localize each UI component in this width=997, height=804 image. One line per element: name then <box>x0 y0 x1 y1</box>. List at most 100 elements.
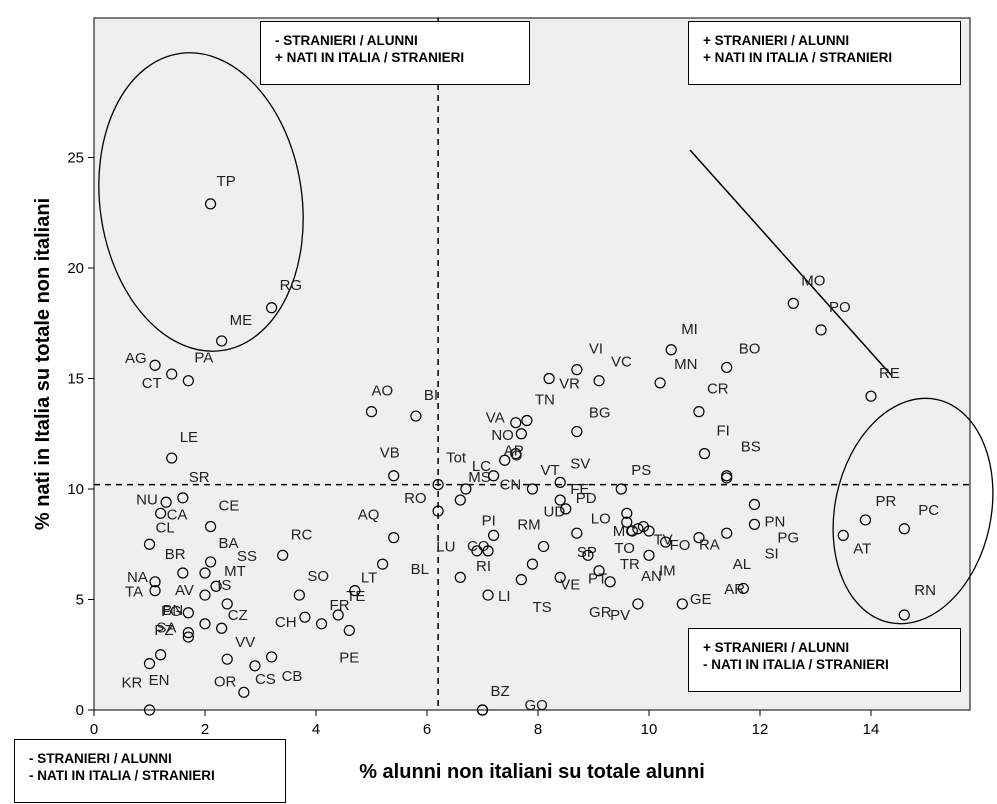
point-label: FG <box>161 603 182 620</box>
point-label: SR <box>189 469 210 486</box>
x-tick-label: 4 <box>312 721 320 738</box>
point-label: BO <box>739 340 761 357</box>
point-label: VT <box>540 462 559 479</box>
point-label: TA <box>125 584 143 601</box>
point-label: AQ <box>358 507 380 524</box>
point-label: BZ <box>491 683 510 700</box>
point-label: PS <box>631 462 651 479</box>
point-label: LO <box>591 510 611 527</box>
point-label: RG <box>280 277 303 294</box>
point-label: LU <box>436 538 455 555</box>
x-tick-label: 8 <box>534 721 542 738</box>
y-tick-label: 10 <box>67 481 84 498</box>
point-label: SO <box>307 568 329 585</box>
x-tick-label: 2 <box>201 721 209 738</box>
point-label: PR <box>875 493 896 510</box>
point-label: PZ <box>154 622 173 639</box>
point-label: PI <box>482 512 496 529</box>
point-label: AV <box>175 582 194 599</box>
point-label: AT <box>853 540 871 557</box>
point-label: RI <box>476 558 491 575</box>
y-tick-label: 20 <box>67 260 84 277</box>
point-label: VV <box>235 634 255 651</box>
point-label: PV <box>610 607 630 624</box>
point-label: PE <box>339 649 359 666</box>
point-label: LI <box>498 588 511 605</box>
point-label: PC <box>918 502 939 519</box>
point-label: MN <box>674 356 697 373</box>
point-label: PO <box>829 299 851 316</box>
point-label: NO <box>491 427 513 444</box>
box-line-1: - STRANIERI / ALUNNI <box>275 32 519 49</box>
point-label: VI <box>589 341 603 358</box>
point-label: Tot <box>446 450 467 467</box>
box-line-2: + NATI IN ITALIA / STRANIERI <box>275 49 519 66</box>
x-tick-label: 14 <box>863 721 880 738</box>
point-label: KR <box>122 675 143 692</box>
y-tick-label: 0 <box>76 702 84 719</box>
point-label: GO <box>525 697 548 714</box>
point-label: BG <box>589 405 611 422</box>
point-label: BA <box>219 535 239 552</box>
point-label: BS <box>741 439 761 456</box>
point-label: RO <box>404 490 427 507</box>
point-label: CB <box>282 668 303 685</box>
point-label: VA <box>486 410 505 427</box>
point-label: FO <box>670 537 691 554</box>
point-label: VR <box>559 376 580 393</box>
box-line-1: - STRANIERI / ALUNNI <box>29 750 275 767</box>
quadrant-box-top-right: + STRANIERI / ALUNNI + NATI IN ITALIA / … <box>688 21 961 85</box>
point-label: SV <box>570 455 590 472</box>
point-label: AL <box>733 556 751 573</box>
y-tick-label: 25 <box>67 150 84 167</box>
point-label: TP <box>217 173 236 190</box>
box-line-1: + STRANIERI / ALUNNI <box>703 639 950 656</box>
point-label: CS <box>255 671 276 688</box>
point-label: IM <box>659 562 676 579</box>
x-axis-label: % alunni non italiani su totale alunni <box>359 761 705 783</box>
point-label: AG <box>125 350 147 367</box>
point-label: MI <box>681 321 698 338</box>
point-label: LE <box>180 429 198 446</box>
point-label: LC <box>472 458 491 475</box>
point-label: TO <box>614 540 635 557</box>
point-label: GE <box>690 591 712 608</box>
quadrant-box-bottom-left: - STRANIERI / ALUNNI - NATI IN ITALIA / … <box>14 739 286 803</box>
point-label: NU <box>136 491 158 508</box>
quadrant-box-bottom-right: + STRANIERI / ALUNNI - NATI IN ITALIA / … <box>688 628 961 692</box>
point-label: VC <box>611 354 632 371</box>
point-label: PG <box>777 529 799 546</box>
point-label: CH <box>275 614 297 631</box>
point-label: RC <box>291 526 313 543</box>
point-label: BL <box>411 561 429 578</box>
quadrant-box-top-left: - STRANIERI / ALUNNI + NATI IN ITALIA / … <box>260 21 530 85</box>
x-tick-label: 0 <box>90 721 98 738</box>
point-label: EN <box>149 672 170 689</box>
point-label: PD <box>576 490 597 507</box>
point-label: TS <box>532 599 551 616</box>
point-label: MO <box>801 272 825 289</box>
point-label: SI <box>764 545 778 562</box>
x-tick-label: 6 <box>423 721 431 738</box>
point-label: BR <box>165 546 186 563</box>
point-label: CN <box>500 477 522 494</box>
point-label: OR <box>214 673 237 690</box>
point-label: VB <box>380 445 400 462</box>
point-label: RE <box>879 365 900 382</box>
box-line-2: - NATI IN ITALIA / STRANIERI <box>29 767 275 784</box>
y-axis-label: % nati in Italia su totale non italiani <box>32 198 54 530</box>
point-label: ME <box>230 312 253 329</box>
point-label: SP <box>577 544 597 561</box>
point-label: PA <box>194 350 213 367</box>
point-label: CZ <box>228 607 248 624</box>
box-line-1: + STRANIERI / ALUNNI <box>703 32 950 49</box>
point-label: TN <box>535 391 555 408</box>
point-label: CE <box>219 498 240 515</box>
point-label: AO <box>372 383 394 400</box>
point-label: CR <box>707 381 729 398</box>
point-label: TE <box>346 588 365 605</box>
point-label: VE <box>560 576 580 593</box>
point-label: RA <box>699 537 720 554</box>
x-tick-label: 10 <box>641 721 658 738</box>
point-label: LT <box>361 570 377 587</box>
